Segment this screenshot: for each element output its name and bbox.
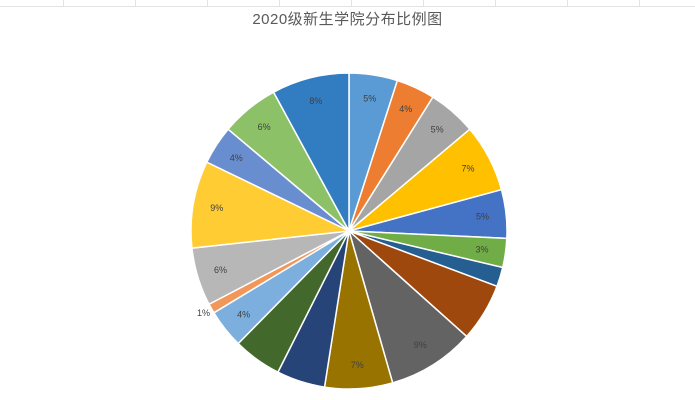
slice-label-2: 4%	[399, 104, 412, 114]
slice-label-18: 6%	[258, 122, 271, 132]
slice-label-6: 3%	[475, 245, 488, 255]
slice-label-1: 5%	[363, 93, 376, 103]
slice-label-9: 9%	[414, 340, 427, 350]
pie-slice-9	[347, 228, 468, 384]
slice-label-3: 5%	[431, 125, 444, 135]
slice-label-16: 9%	[210, 203, 223, 213]
pie-slice-16	[190, 161, 352, 249]
slice-label-4: 7%	[461, 164, 474, 174]
slice-label-15: 6%	[214, 265, 227, 275]
chart-title: 2020级新生学院分布比例图	[252, 11, 443, 28]
slice-label-5: 5%	[476, 211, 489, 221]
slice-label-19: 8%	[309, 96, 322, 106]
slice-label-13: 4%	[237, 309, 250, 319]
slice-label-10: 7%	[351, 360, 364, 370]
slice-label-17: 4%	[230, 153, 243, 163]
slice-label-14: 1%	[197, 308, 210, 318]
pie-slice-19	[272, 72, 350, 232]
